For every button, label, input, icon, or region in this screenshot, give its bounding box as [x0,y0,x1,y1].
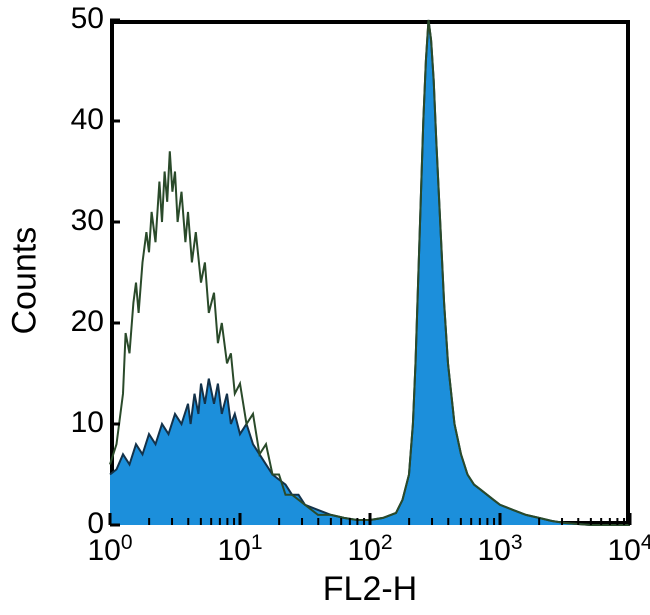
x-tick-label: 104 [595,531,650,568]
x-tick-label: 102 [335,531,405,568]
x-axis-label: FL2-H [110,570,630,609]
plot-svg [0,0,650,615]
x-tick-label: 100 [75,531,145,568]
x-tick-label: 103 [465,531,535,568]
series-fill-stained [110,20,630,525]
x-tick-label: 101 [205,531,275,568]
flow-cytometry-histogram: Counts 01020304050 100101102103104 FL2-H [0,0,650,615]
